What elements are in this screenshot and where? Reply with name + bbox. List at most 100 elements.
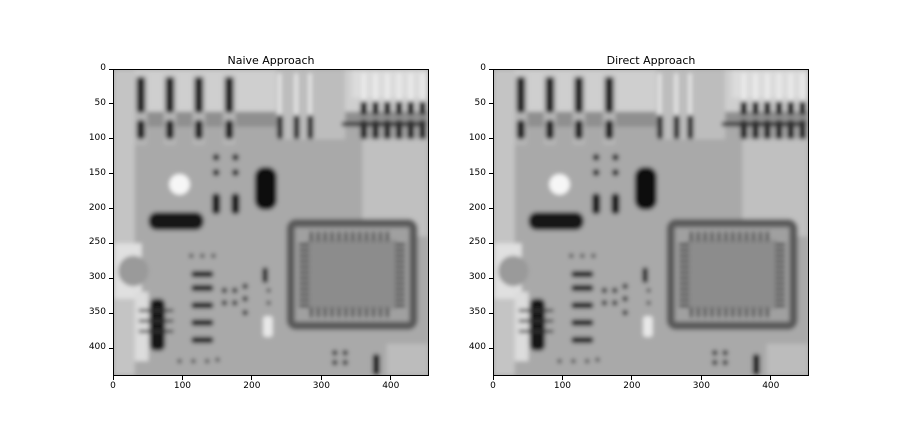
via-dot [212, 169, 220, 177]
header-pin-dark [419, 101, 426, 116]
chip-lead [724, 231, 728, 242]
via-dot [712, 350, 718, 356]
bright-pad-small [263, 316, 273, 337]
chip-lead [395, 298, 406, 302]
via-dot [592, 153, 600, 161]
y-tick-mark [109, 138, 113, 140]
chip-lead [337, 307, 341, 318]
y-tick-label: 300 [468, 272, 486, 283]
x-tick-mark [561, 376, 563, 380]
header-pin-dark [740, 101, 748, 116]
pin-top [136, 76, 146, 113]
chip-lead [298, 304, 309, 308]
pin-top [545, 76, 555, 113]
y-tick-label: 0 [100, 63, 106, 73]
x-tick-mark [390, 376, 392, 380]
chip-lead [395, 248, 406, 252]
y-tick-mark [109, 242, 113, 244]
x-tick-label: 400 [762, 381, 780, 391]
x-tick-label: 100 [173, 381, 192, 391]
transistor-lead [518, 329, 554, 333]
chip-lead [678, 254, 689, 258]
chip-lead [689, 231, 693, 242]
via-dot [722, 359, 728, 366]
board-left-edge [494, 70, 515, 375]
chip-lead [395, 271, 406, 274]
chart-title: Naive Approach [227, 54, 315, 67]
chip-lead [678, 293, 689, 296]
chip-lead [365, 231, 368, 242]
smd-resistor [571, 284, 594, 292]
chip-lead [775, 298, 786, 302]
chip-lead [358, 231, 362, 242]
y-tick-label: 50 [94, 97, 106, 108]
chip-lead [309, 231, 313, 242]
chip-lead [775, 248, 786, 252]
smd-resistor [571, 302, 594, 309]
pin-top [225, 76, 234, 113]
y-tick-mark [489, 242, 493, 244]
y-tick-mark [109, 208, 113, 210]
chip-lead [752, 307, 755, 318]
smd-resistor [191, 284, 214, 292]
y-tick-mark [109, 68, 113, 70]
smd-resistor [191, 319, 214, 326]
chip-lead [678, 276, 689, 280]
y-tick-label: 250 [88, 237, 106, 248]
component-small [642, 267, 648, 283]
header-pin [801, 73, 804, 109]
via-dot [595, 357, 600, 362]
y-tick-label: 100 [88, 132, 106, 143]
chip-lead [298, 243, 309, 247]
header-pin [754, 73, 757, 109]
chip-lead [395, 282, 406, 285]
bright-strip [514, 291, 529, 362]
smd-resistor [571, 271, 594, 278]
chip-lead [678, 298, 689, 302]
thin-pin-bottom [293, 115, 300, 140]
pin-bottom [574, 119, 584, 140]
chip-lead [351, 231, 355, 242]
x-tick-label: 200 [623, 381, 641, 391]
via-dot [200, 253, 205, 258]
y-tick-mark [489, 208, 493, 210]
chip-lead [395, 243, 406, 247]
x-tick-mark [320, 376, 322, 380]
chip-lead [385, 231, 389, 242]
via-dot [557, 359, 562, 364]
via-dot [612, 153, 619, 161]
smd-resistor [571, 319, 594, 326]
transistor-lead [518, 309, 554, 312]
chip-lead [344, 307, 348, 318]
chip-lead [351, 307, 355, 318]
chip-lead [385, 307, 389, 318]
chip-lead [678, 259, 689, 263]
capacitor [634, 167, 657, 211]
chip-lead [765, 231, 769, 242]
chip-lead [330, 307, 334, 318]
via-dot [177, 359, 182, 364]
via-dot [622, 283, 628, 290]
chip-lead [395, 254, 406, 258]
via-dot [612, 287, 618, 294]
y-tick-label: 400 [468, 342, 486, 353]
header-pin [421, 73, 424, 109]
header-pin-dark [775, 101, 783, 116]
bright-pad [169, 173, 190, 195]
chip-lead [678, 282, 689, 285]
via-dot [189, 253, 194, 258]
component-small [591, 193, 601, 215]
chip-lead [298, 276, 309, 280]
y-tick-label: 300 [88, 272, 106, 283]
chip-lead [703, 231, 707, 242]
chip-lead [745, 307, 748, 318]
header-pin [765, 73, 769, 109]
via-dot [591, 253, 596, 258]
pin-bottom [605, 119, 614, 140]
y-tick-label: 150 [468, 167, 486, 178]
y-tick-label: 350 [88, 307, 106, 318]
header-pin-dark [763, 101, 771, 116]
thin-pin [308, 73, 312, 116]
chip-lead [316, 231, 320, 242]
via-dot [232, 153, 239, 161]
